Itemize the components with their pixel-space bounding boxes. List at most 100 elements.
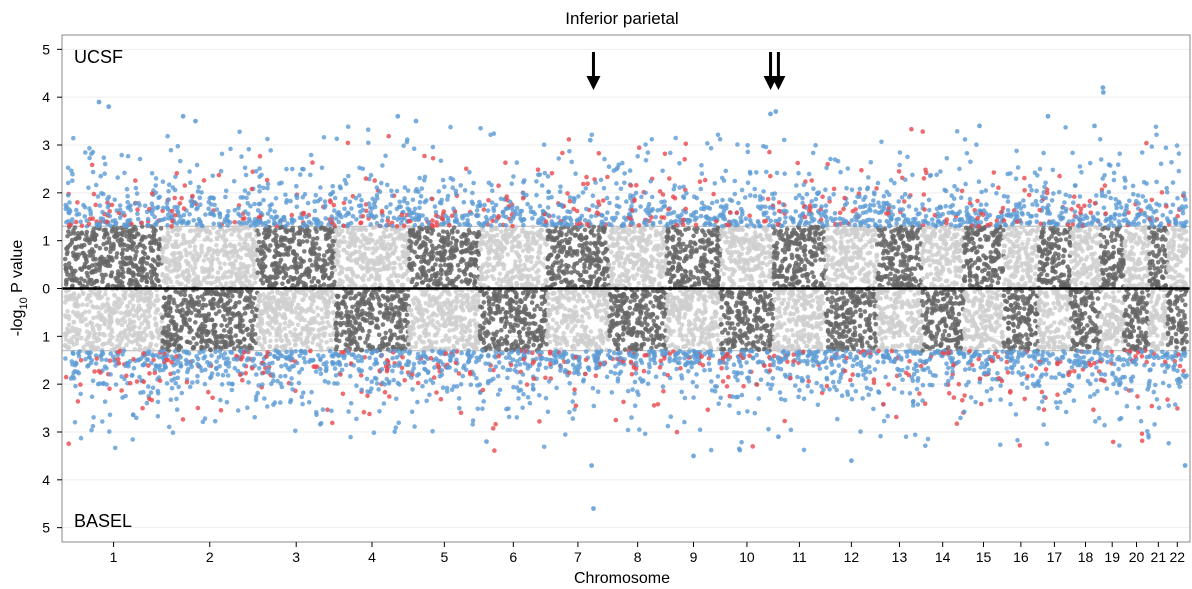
snp-point — [282, 296, 288, 301]
snp-point — [140, 274, 146, 280]
snp-point — [191, 218, 196, 223]
snp-point — [73, 236, 79, 242]
snp-point — [316, 252, 322, 258]
snp-point — [66, 261, 72, 266]
snp-point — [361, 409, 367, 415]
snp-point — [369, 274, 374, 280]
snp-point — [413, 188, 419, 194]
snp-point — [105, 196, 110, 202]
snp-point — [368, 172, 374, 178]
snp-point — [311, 357, 316, 363]
snp-point — [84, 329, 90, 334]
snp-point — [127, 339, 132, 344]
snp-point — [63, 300, 68, 305]
snp-point — [209, 306, 215, 311]
snp-point — [380, 380, 385, 386]
snp-point — [138, 356, 144, 362]
snp-point — [181, 233, 186, 238]
snp-point — [367, 328, 372, 334]
snp-point — [210, 195, 216, 201]
snp-point — [195, 379, 200, 385]
snp-point — [432, 204, 438, 209]
snp-point — [66, 295, 71, 301]
snp-point — [111, 354, 116, 360]
snp-point — [94, 278, 100, 284]
snp-point — [443, 323, 449, 329]
snp-point — [210, 328, 216, 333]
snp-point — [114, 278, 120, 284]
snp-point — [378, 282, 383, 287]
snp-point — [243, 370, 248, 376]
snp-point — [112, 233, 117, 239]
snp-point — [447, 328, 452, 333]
snp-point — [260, 298, 266, 304]
snp-point — [79, 230, 84, 235]
snp-point — [209, 353, 214, 358]
snp-point — [273, 227, 278, 233]
snp-point — [216, 172, 222, 178]
snp-point — [135, 211, 140, 216]
snp-point — [374, 258, 379, 264]
snp-point — [93, 345, 98, 351]
snp-point — [89, 277, 94, 283]
snp-point — [300, 290, 306, 296]
snp-point — [246, 380, 251, 385]
snp-point — [159, 319, 165, 324]
snp-point — [323, 236, 329, 241]
snp-point — [385, 250, 390, 256]
snp-point — [392, 363, 397, 369]
snp-point — [315, 279, 321, 284]
snp-point — [86, 185, 91, 190]
snp-point — [237, 241, 242, 247]
snp-point — [118, 310, 124, 316]
snp-point — [149, 191, 155, 196]
snp-point — [232, 219, 238, 225]
snp-point — [151, 269, 157, 274]
snp-point — [292, 263, 298, 269]
snp-point — [292, 259, 297, 265]
snp-point — [354, 302, 359, 308]
snp-point — [382, 360, 388, 366]
snp-point — [237, 372, 243, 378]
snp-point — [337, 338, 342, 344]
snp-point — [380, 163, 385, 168]
snp-point — [200, 302, 206, 308]
snp-point — [155, 399, 161, 405]
snp-point — [223, 342, 228, 347]
snp-point — [84, 302, 90, 308]
snp-point — [139, 313, 145, 318]
snp-point — [348, 401, 354, 406]
snp-point — [272, 254, 278, 259]
chart-title: Inferior parietal — [565, 9, 678, 28]
snp-point — [409, 248, 415, 253]
snp-point — [374, 316, 380, 322]
snp-point — [149, 201, 155, 206]
snp-point — [225, 373, 231, 378]
snp-point — [195, 333, 201, 338]
snp-point — [346, 173, 351, 179]
snp-point — [120, 250, 125, 256]
snp-point — [268, 338, 273, 344]
snp-point — [395, 279, 401, 284]
snp-point — [448, 262, 454, 268]
snp-point — [104, 240, 110, 245]
snp-point — [110, 218, 115, 224]
snp-point — [335, 211, 340, 217]
snp-point — [259, 248, 265, 254]
snp-point — [74, 212, 80, 217]
snp-point — [172, 204, 177, 210]
snp-point — [214, 342, 219, 347]
snp-point — [374, 271, 380, 276]
snp-point — [222, 229, 227, 235]
snp-point — [91, 315, 96, 321]
snp-point — [216, 221, 222, 227]
snp-point — [428, 355, 434, 361]
snp-point — [357, 245, 363, 250]
snp-point — [77, 280, 82, 286]
snp-point — [317, 257, 322, 262]
snp-point — [125, 304, 130, 310]
snp-point — [152, 282, 158, 288]
snp-point — [409, 345, 415, 350]
snp-point — [296, 305, 302, 311]
snp-point — [364, 376, 370, 382]
